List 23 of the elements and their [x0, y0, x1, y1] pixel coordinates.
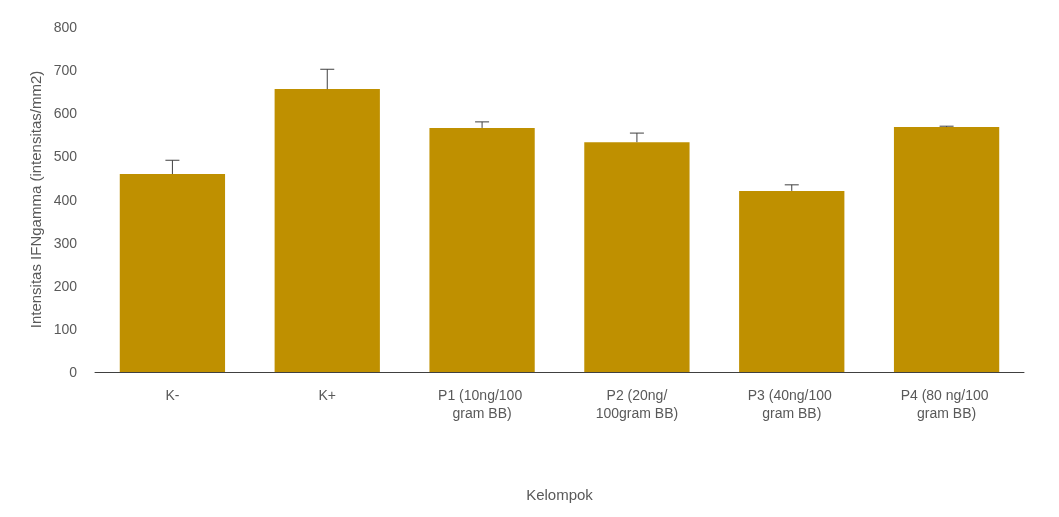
y-tick-label: 600	[53, 105, 78, 122]
bar	[119, 174, 226, 372]
bar	[274, 89, 380, 372]
y-tick-label: 200	[53, 277, 78, 294]
y-axis-title: Intensitas IFNgamma (intensitas/mm2)	[26, 70, 44, 329]
bar	[739, 190, 845, 372]
y-tick-label: 0	[69, 364, 78, 380]
y-tick-label: 500	[53, 148, 78, 165]
y-tick-label: 100	[53, 320, 78, 337]
y-tick-label: 700	[53, 62, 78, 79]
x-axis-title: Kelompok	[526, 486, 594, 503]
x-tick-label: K-	[165, 387, 180, 403]
x-tick-label: P1 (10ng/100 gram BB)	[438, 387, 527, 421]
y-tick-label: 300	[53, 234, 78, 251]
bar	[584, 142, 690, 372]
bar	[429, 127, 535, 372]
x-tick-label: P4 (80 ng/100 gram BB)	[900, 387, 993, 421]
y-tick-label: 800	[53, 19, 78, 35]
x-tick-label: P3 (40ng/100 gram BB)	[747, 387, 836, 421]
y-tick-label: 400	[53, 191, 78, 208]
bar	[893, 127, 1000, 372]
x-tick-label: P2 (20ng/100gram BB)	[595, 387, 679, 421]
x-tick-label: K+	[318, 387, 337, 403]
